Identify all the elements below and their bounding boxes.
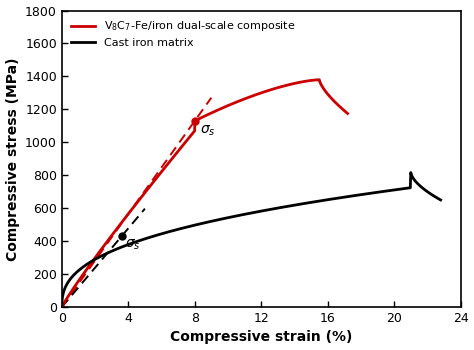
- Text: $\sigma_s$: $\sigma_s$: [125, 238, 141, 252]
- Legend: V$_8$C$_7$-Fe/iron dual-scale composite, Cast iron matrix: V$_8$C$_7$-Fe/iron dual-scale composite,…: [67, 16, 299, 51]
- X-axis label: Compressive strain (%): Compressive strain (%): [170, 330, 352, 344]
- Y-axis label: Compressive stress (MPa): Compressive stress (MPa): [6, 57, 19, 260]
- Text: $\sigma_s$: $\sigma_s$: [200, 124, 215, 139]
